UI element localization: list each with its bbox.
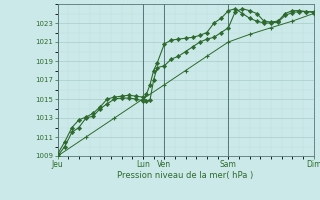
- X-axis label: Pression niveau de la mer( hPa ): Pression niveau de la mer( hPa ): [117, 171, 254, 180]
